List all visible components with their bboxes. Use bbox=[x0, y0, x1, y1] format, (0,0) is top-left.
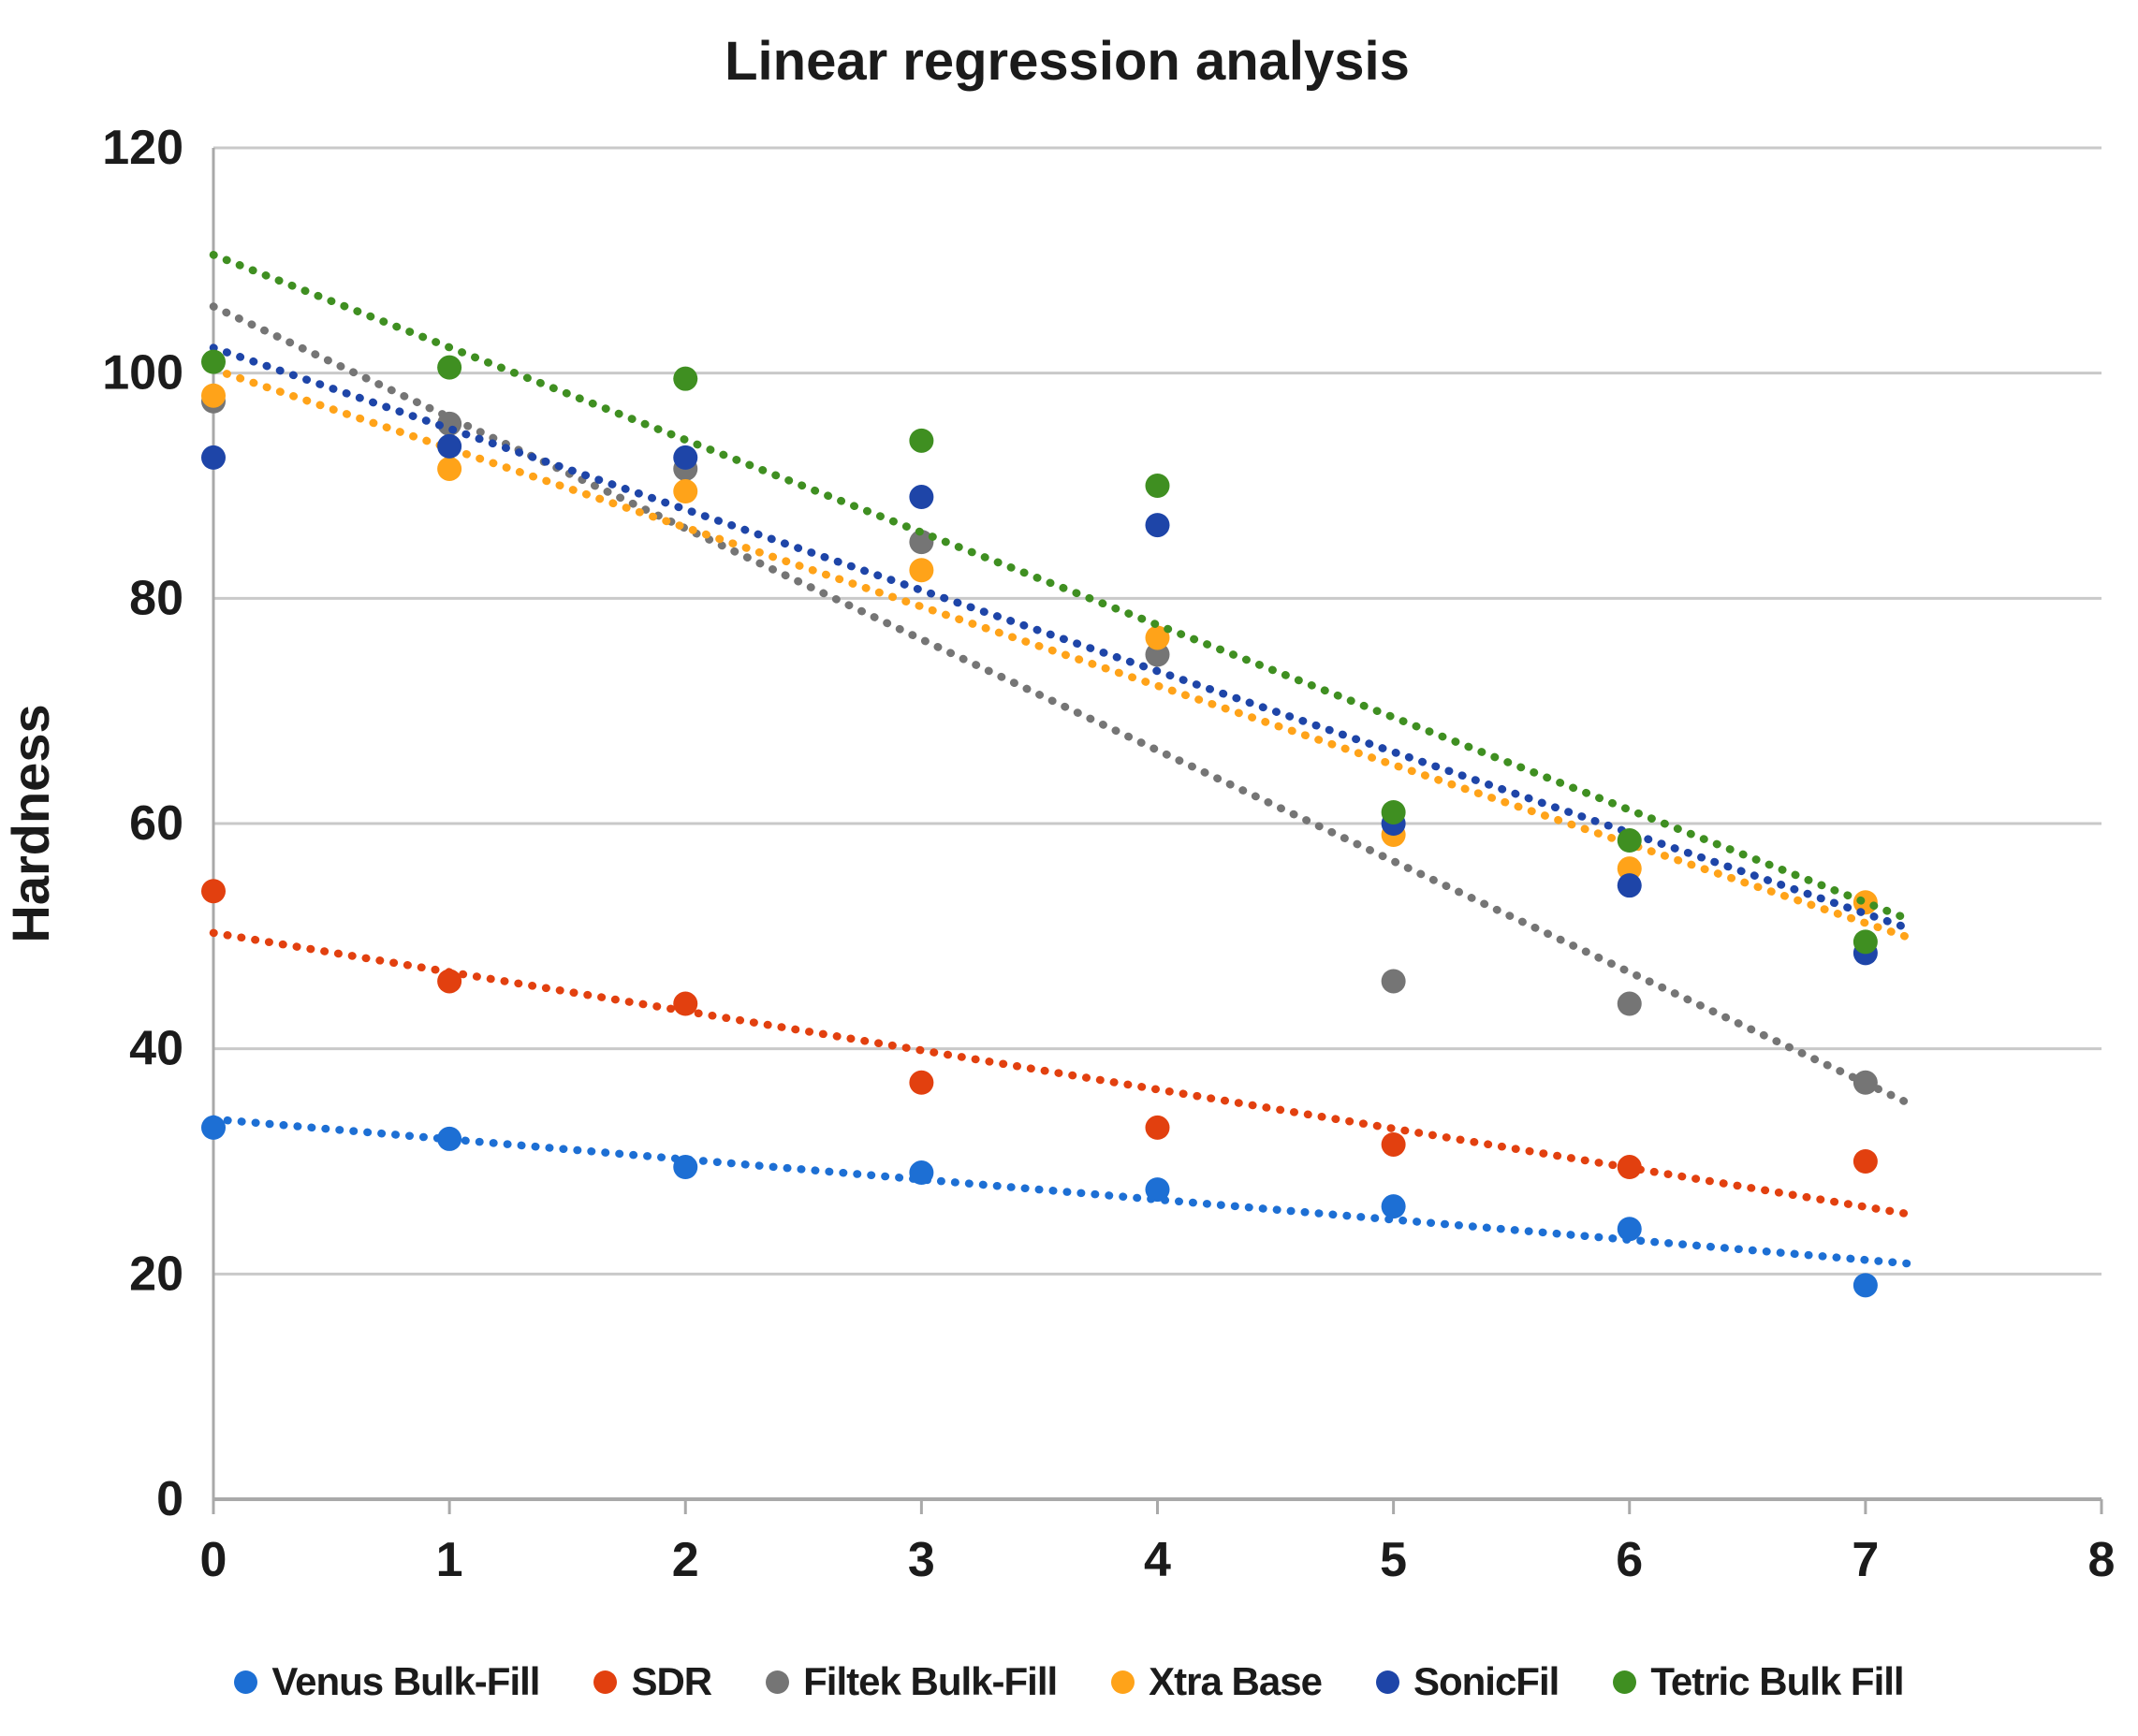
trend-line bbox=[209, 1115, 1917, 1268]
data-point bbox=[673, 991, 698, 1016]
x-tick-label: 8 bbox=[2088, 1533, 2116, 1587]
legend-item-filtek-bulk-fill: Filtek Bulk-Fill bbox=[766, 1659, 1058, 1704]
legend-item-sdr: SDR bbox=[593, 1659, 712, 1704]
data-point bbox=[1381, 799, 1406, 824]
axes bbox=[212, 148, 2103, 1514]
chart-legend: Venus Bulk-Fill SDR Filtek Bulk-Fill Xtra B… bbox=[0, 1649, 2138, 1714]
legend-marker-icon bbox=[1375, 1670, 1399, 1694]
data-point bbox=[1145, 474, 1170, 498]
y-tick-label: 0 bbox=[156, 1472, 183, 1526]
data-point bbox=[1145, 513, 1170, 538]
data-point bbox=[437, 969, 462, 994]
legend-label: Filtek Bulk-Fill bbox=[803, 1659, 1058, 1703]
data-point bbox=[909, 485, 934, 510]
chart-title: Linear regression analysis bbox=[725, 31, 1410, 92]
y-tick-label: 80 bbox=[129, 571, 183, 625]
data-point bbox=[437, 1126, 462, 1151]
x-tick-label: 7 bbox=[1852, 1533, 1879, 1587]
legend-label: Venus Bulk-Fill bbox=[271, 1659, 540, 1703]
data-point bbox=[1381, 969, 1406, 994]
y-tick-label: 100 bbox=[102, 346, 183, 401]
data-point bbox=[1617, 1155, 1642, 1180]
data-point bbox=[909, 1070, 934, 1095]
data-point bbox=[201, 383, 226, 408]
series-layer bbox=[201, 251, 1917, 1298]
data-point bbox=[673, 445, 698, 470]
data-point bbox=[1617, 856, 1642, 882]
data-point bbox=[1381, 1194, 1406, 1219]
x-tick-label: 2 bbox=[672, 1533, 699, 1587]
data-point bbox=[201, 445, 226, 470]
data-point bbox=[1145, 1115, 1170, 1140]
data-point bbox=[1852, 1070, 1878, 1095]
trend-line bbox=[209, 302, 1917, 1110]
legend-label: Tetric Bulk Fill bbox=[1650, 1659, 1904, 1703]
data-point bbox=[909, 530, 934, 555]
legend-item-tetric-bulk-fill: Tetric Bulk Fill bbox=[1613, 1659, 1905, 1704]
legend-label: SDR bbox=[631, 1659, 712, 1703]
series-tetric-bulk-fill bbox=[201, 251, 1917, 955]
data-point bbox=[1145, 1177, 1170, 1203]
data-point bbox=[673, 1155, 698, 1180]
x-tick-label: 6 bbox=[1616, 1533, 1643, 1587]
data-point bbox=[201, 1115, 226, 1140]
data-point bbox=[1145, 642, 1170, 667]
y-axis-labels: 0 20 40 60 80 100 120 bbox=[102, 121, 183, 1526]
legend-marker-icon bbox=[593, 1670, 618, 1694]
legend-marker-icon bbox=[1613, 1670, 1637, 1694]
data-point bbox=[1852, 929, 1878, 955]
data-point bbox=[909, 428, 934, 453]
x-tick-label: 3 bbox=[908, 1533, 935, 1587]
legend-marker-icon bbox=[1111, 1670, 1135, 1694]
data-point bbox=[1145, 625, 1170, 650]
data-point bbox=[673, 366, 698, 391]
data-point bbox=[1852, 1273, 1878, 1298]
gridlines bbox=[213, 146, 2101, 1276]
legend-item-venus-bulk-fill: Venus Bulk-Fill bbox=[234, 1659, 540, 1704]
data-point bbox=[201, 349, 226, 374]
data-point bbox=[1617, 991, 1642, 1016]
legend-item-xtra-base: Xtra Base bbox=[1111, 1659, 1323, 1704]
x-tick-label: 5 bbox=[1380, 1533, 1407, 1587]
x-tick-label: 4 bbox=[1144, 1533, 1171, 1587]
legend-label: Xtra Base bbox=[1149, 1659, 1323, 1703]
legend-item-sonicfil: SonicFil bbox=[1375, 1659, 1560, 1704]
legend-label: SonicFil bbox=[1413, 1659, 1560, 1703]
data-point bbox=[673, 479, 698, 504]
data-point bbox=[437, 456, 462, 481]
data-point bbox=[437, 355, 462, 380]
data-point bbox=[1852, 1149, 1878, 1174]
trend-line bbox=[209, 365, 1917, 943]
legend-marker-icon bbox=[234, 1670, 258, 1694]
data-point bbox=[1381, 1131, 1406, 1157]
data-point bbox=[1617, 873, 1642, 898]
trend-line bbox=[209, 251, 1917, 926]
data-point bbox=[437, 433, 462, 459]
x-tick-label: 1 bbox=[436, 1533, 463, 1587]
series-venus-bulk-fill bbox=[201, 1115, 1917, 1298]
y-tick-label: 40 bbox=[129, 1022, 183, 1076]
y-tick-label: 20 bbox=[129, 1247, 183, 1301]
y-axis-title: Hardness bbox=[1, 704, 60, 942]
x-tick-label: 0 bbox=[200, 1533, 227, 1587]
data-point bbox=[909, 1160, 934, 1186]
y-tick-label: 120 bbox=[102, 121, 183, 175]
series-sonicfil bbox=[201, 343, 1917, 966]
trend-line bbox=[209, 343, 1917, 934]
y-tick-label: 60 bbox=[129, 796, 183, 851]
data-point bbox=[1617, 828, 1642, 853]
x-axis-labels: 0 1 2 3 4 5 6 7 8 bbox=[200, 1533, 2116, 1587]
trend-line bbox=[209, 928, 1917, 1219]
data-point bbox=[909, 558, 934, 583]
data-point bbox=[201, 879, 226, 904]
legend-marker-icon bbox=[766, 1670, 790, 1694]
series-sdr bbox=[201, 879, 1917, 1219]
data-point bbox=[1617, 1217, 1642, 1242]
